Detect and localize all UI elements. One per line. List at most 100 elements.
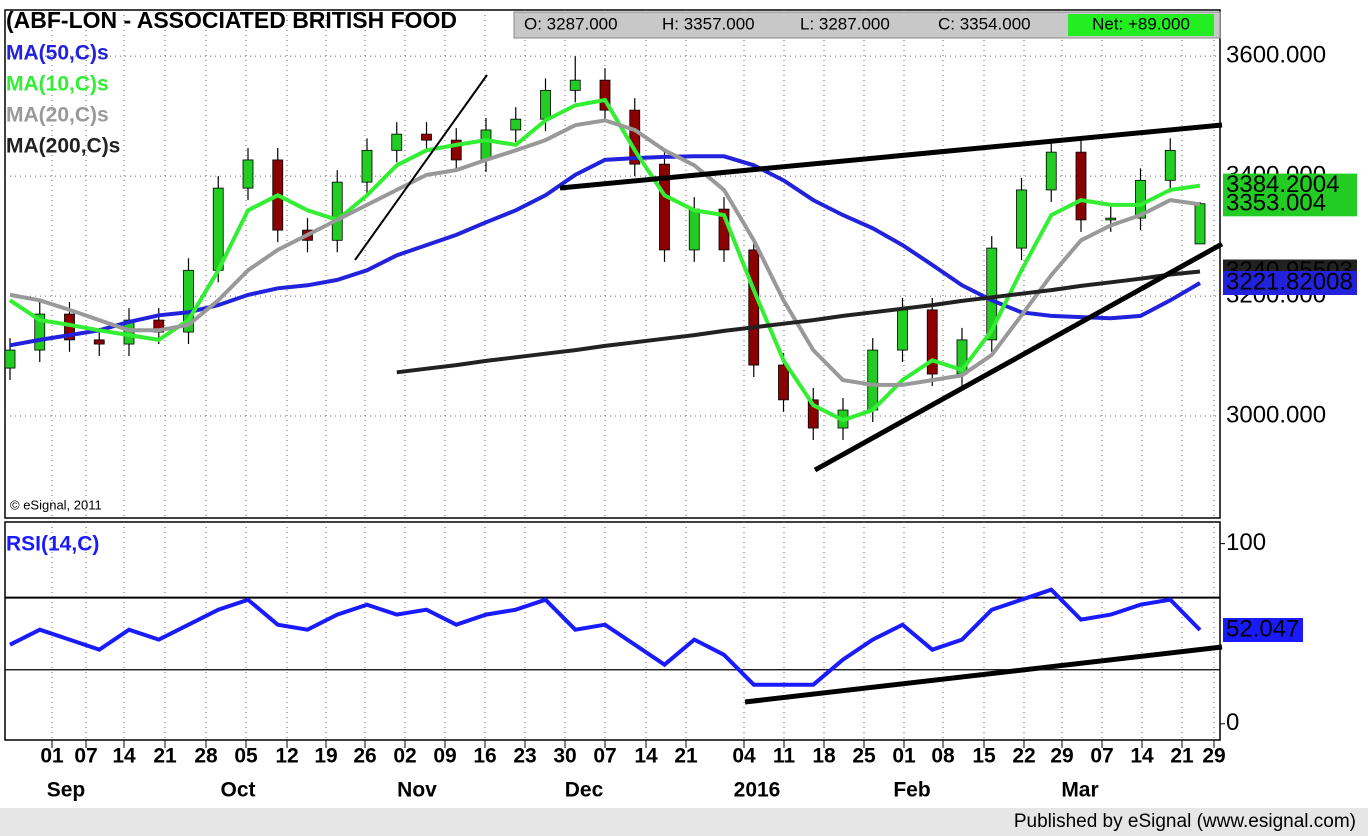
x-tick-label: 29 xyxy=(1050,745,1073,768)
x-tick-label: 18 xyxy=(812,745,836,768)
x-month-label: Mar xyxy=(1061,779,1098,802)
x-month-label: Feb xyxy=(893,779,930,802)
candle-body xyxy=(4,349,16,369)
trend-line xyxy=(559,122,1223,191)
y-tick-label: 0 xyxy=(1226,709,1239,736)
net-label: Net: +89.000 xyxy=(1092,14,1190,33)
plot-layer: 01 07 14 21 28 05 12 19 26 02 09 16 23 30 07 14 21 04 11 18… xyxy=(4,10,1357,802)
x-tick-label: 04 xyxy=(732,745,756,768)
net-box xyxy=(1068,14,1214,36)
close-label: C: 3354.000 xyxy=(938,14,1031,33)
ma-line xyxy=(396,269,1201,375)
candle-body xyxy=(421,133,432,141)
candle-body xyxy=(212,187,224,271)
candle-body xyxy=(93,339,105,345)
x-tick-label: 21 xyxy=(1170,745,1194,768)
candle-body xyxy=(569,79,581,91)
candle-body xyxy=(450,139,462,161)
x-tick-label: 15 xyxy=(972,745,996,768)
x-tick-label: 30 xyxy=(553,745,576,768)
candle-body xyxy=(1164,149,1176,181)
legend-entry: RSI(14,C) xyxy=(6,533,99,556)
footer-bar xyxy=(0,808,1368,836)
trend-line xyxy=(744,644,1223,705)
price-panel xyxy=(4,9,1221,519)
x-tick-label: 07 xyxy=(593,745,616,768)
candle-body xyxy=(1135,179,1146,219)
candle-body xyxy=(242,159,254,189)
candle-body xyxy=(1194,203,1206,245)
x-tick-label: 14 xyxy=(112,745,136,768)
y-tick-label: 100 xyxy=(1226,529,1266,556)
x-tick-label: 14 xyxy=(634,745,658,768)
publisher: Published by eSignal (www.esignal.com) xyxy=(1014,811,1356,832)
trend-line xyxy=(813,241,1224,473)
candle-body xyxy=(807,399,819,429)
candle-body xyxy=(1075,151,1087,221)
candle-body xyxy=(540,89,551,120)
x-tick-label: 01 xyxy=(892,745,916,768)
legend-entry: MA(20,C)s xyxy=(6,104,109,127)
open-label: O: 3287.000 xyxy=(524,14,618,33)
x-tick-label: 11 xyxy=(773,745,796,768)
x-tick-label: 07 xyxy=(1090,745,1113,768)
candle-body xyxy=(688,208,700,251)
x-month-label: Dec xyxy=(565,779,604,802)
candle-body xyxy=(926,309,938,375)
candle-body xyxy=(480,129,492,161)
candle-body xyxy=(1045,151,1057,191)
x-tick-label: 07 xyxy=(74,745,97,768)
x-tick-label: 25 xyxy=(852,745,876,768)
x-tick-label: 28 xyxy=(194,745,218,768)
candle-body xyxy=(361,149,373,183)
candle-body xyxy=(897,309,908,351)
candle-body xyxy=(778,364,789,401)
x-month-label: Oct xyxy=(220,779,255,802)
x-tick-label: 12 xyxy=(275,745,298,768)
legend-entry: MA(50,C)s xyxy=(6,42,109,65)
x-month-label: 2016 xyxy=(734,779,781,802)
x-tick-label: 23 xyxy=(513,745,536,768)
high-label: H: 3357.000 xyxy=(662,14,755,33)
candle-body xyxy=(34,313,46,351)
x-tick-label: 01 xyxy=(40,745,64,768)
x-tick-label: 16 xyxy=(473,745,496,768)
rsi-panel xyxy=(4,521,1221,741)
value-label: 3353.004 xyxy=(1226,190,1326,217)
legend-entry: MA(200,C)s xyxy=(6,135,120,158)
candle-body xyxy=(599,79,611,111)
candle-body xyxy=(391,133,403,151)
value-label: 3221.82008 xyxy=(1226,268,1353,295)
candle-body xyxy=(183,269,194,333)
candle-body xyxy=(748,249,760,366)
candle-body xyxy=(1105,217,1117,221)
chart-title: (ABF-LON - ASSOCIATED BRITISH FOOD xyxy=(6,7,457,33)
low-label: L: 3287.000 xyxy=(800,14,890,33)
candle-body xyxy=(867,349,879,411)
x-tick-label: 21 xyxy=(153,745,177,768)
x-month-label: Sep xyxy=(47,779,86,802)
candle-body xyxy=(629,109,641,165)
x-tick-label: 08 xyxy=(931,745,955,768)
x-tick-label: 22 xyxy=(1012,745,1035,768)
candle-body xyxy=(986,247,998,341)
value-label-box xyxy=(1223,271,1357,296)
x-tick-label: 21 xyxy=(674,745,698,768)
x-tick-label: 02 xyxy=(393,745,416,768)
y-tick-label: 3600.000 xyxy=(1226,42,1326,69)
x-tick-label: 09 xyxy=(433,745,456,768)
ma-line xyxy=(9,118,1201,387)
legend-entry: MA(10,C)s xyxy=(6,73,109,96)
x-tick-label: 05 xyxy=(234,745,258,768)
candle-body xyxy=(510,118,522,131)
value-label-box xyxy=(1223,192,1357,217)
trend-line xyxy=(354,74,488,261)
candle-body xyxy=(331,181,343,241)
value-label-box xyxy=(1223,618,1303,643)
x-tick-label: 14 xyxy=(1130,745,1154,768)
x-tick-label: 29 xyxy=(1202,745,1225,768)
copyright: © eSignal, 2011 xyxy=(10,497,102,512)
x-month-label: Nov xyxy=(397,779,437,802)
